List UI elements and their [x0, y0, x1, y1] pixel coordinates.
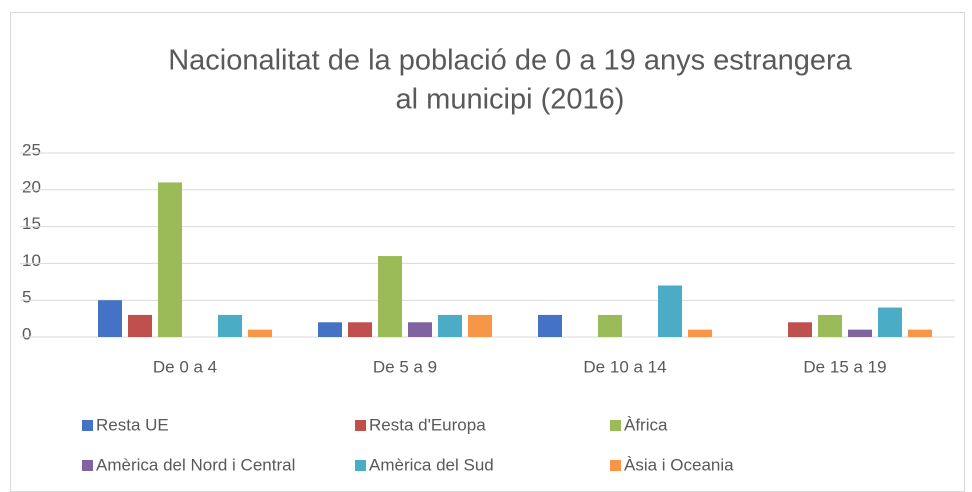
y-tick-label: 5 [22, 288, 31, 307]
legend-label: Àsia i Oceania [624, 455, 734, 474]
y-tick-label: 20 [22, 177, 41, 196]
x-tick-label: De 0 a 4 [153, 357, 217, 376]
legend-label: Amèrica del Nord i Central [96, 455, 295, 474]
bar [408, 322, 432, 337]
legend-label: Resta d'Europa [369, 415, 486, 434]
bar [788, 322, 812, 337]
legend-swatch [610, 420, 621, 431]
bar [688, 329, 712, 337]
chart-title: Nacionalitat de la població de 0 a 19 an… [168, 45, 852, 77]
bar [818, 314, 842, 337]
bar [378, 256, 402, 337]
bar [848, 329, 872, 337]
bar [658, 285, 682, 337]
bar [878, 307, 902, 337]
chart-title: al municipi (2016) [396, 84, 625, 116]
legend-label: Resta UE [96, 415, 169, 434]
bar [128, 314, 152, 337]
bar [908, 329, 932, 337]
bar [468, 314, 492, 337]
bar [348, 322, 372, 337]
legend-label: Àfrica [624, 415, 668, 434]
legend-label: Amèrica del Sud [369, 455, 494, 474]
y-tick-label: 0 [22, 324, 31, 343]
x-tick-label: De 10 a 14 [583, 357, 666, 376]
bar [538, 314, 562, 337]
bar [318, 322, 342, 337]
bar [98, 300, 122, 337]
y-tick-label: 15 [22, 214, 41, 233]
x-tick-label: De 15 a 19 [803, 357, 886, 376]
x-tick-label: De 5 a 9 [373, 357, 437, 376]
y-tick-label: 25 [22, 140, 41, 159]
legend-swatch [355, 420, 366, 431]
bar [218, 314, 242, 337]
legend-swatch [610, 460, 621, 471]
bar [248, 329, 272, 337]
bar [158, 182, 182, 337]
legend-swatch [82, 420, 93, 431]
y-tick-label: 10 [22, 251, 41, 270]
legend-swatch [82, 460, 93, 471]
bar [438, 314, 462, 337]
legend-swatch [355, 460, 366, 471]
bar [598, 314, 622, 337]
